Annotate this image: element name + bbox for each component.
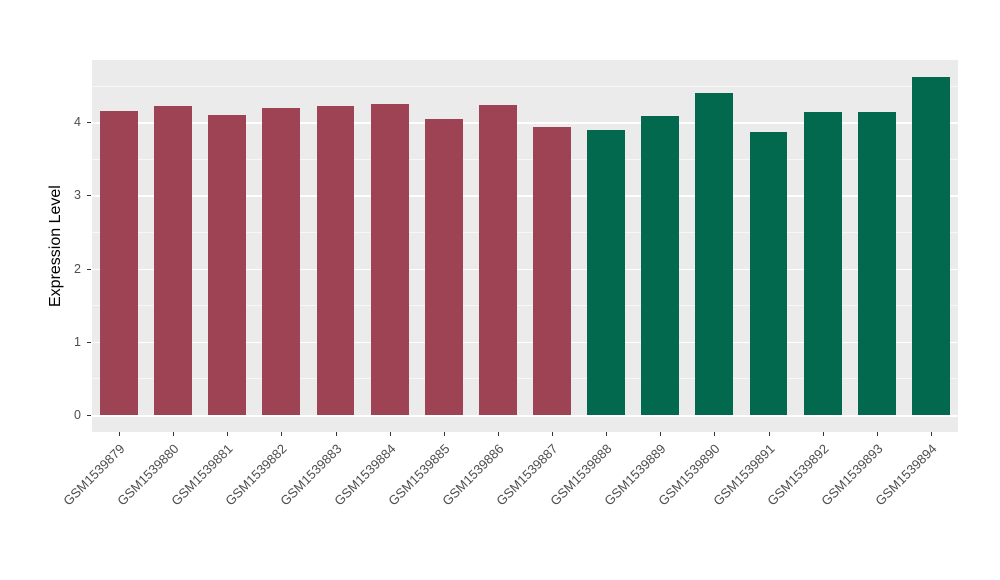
gridline-minor: [92, 305, 958, 306]
x-axis-tick-mark: [768, 432, 770, 436]
bar: [424, 118, 463, 415]
bar: [370, 103, 409, 415]
gridline-minor: [92, 85, 958, 87]
bar: [695, 92, 734, 415]
x-tick-label: GSM1539892: [763, 441, 832, 509]
x-tick-label: GSM1539890: [655, 441, 724, 509]
bar: [857, 111, 896, 415]
x-tick-label: GSM1539886: [439, 441, 507, 509]
bar: [641, 116, 680, 415]
x-axis-tick-mark: [552, 432, 554, 436]
x-axis-tick-mark: [660, 432, 662, 436]
x-tick-label: GSM1539891: [709, 441, 778, 509]
bar: [478, 105, 517, 415]
y-tick-label: 3: [74, 188, 81, 203]
x-tick-label: GSM1539893: [818, 441, 886, 509]
x-axis-tick-mark: [389, 432, 391, 436]
x-axis-tick-mark: [335, 432, 337, 436]
gridline-major: [92, 122, 958, 124]
bar: [154, 106, 193, 415]
x-tick-label: GSM1539879: [60, 441, 128, 509]
y-axis-tick-mark: [87, 415, 91, 416]
x-axis-tick-mark: [606, 432, 608, 436]
x-tick-label: GSM1539882: [222, 441, 291, 509]
x-tick-label: GSM1539883: [276, 441, 345, 509]
x-axis-tick-mark: [822, 432, 824, 436]
x-tick-label: GSM1539884: [330, 441, 399, 509]
y-tick-label: 0: [74, 408, 81, 422]
y-tick-label: 1: [74, 334, 81, 349]
y-axis-tick-mark: [87, 195, 91, 197]
x-tick-label: GSM1539894: [872, 441, 940, 509]
bar: [316, 106, 355, 415]
bar: [533, 127, 571, 415]
y-tick-label: 2: [74, 261, 81, 276]
x-axis-tick-mark: [497, 432, 499, 436]
bar: [911, 76, 950, 415]
bar: [100, 111, 138, 415]
bar: [262, 108, 301, 415]
x-tick-label: GSM1539887: [493, 441, 561, 509]
bar: [587, 129, 626, 415]
y-axis-tick-mark: [87, 122, 91, 124]
x-axis-tick-mark: [119, 432, 121, 436]
x-tick-label: GSM1539885: [385, 441, 453, 509]
y-tick-label: 4: [74, 115, 81, 130]
gridline-minor: [92, 158, 958, 160]
y-axis-tick-mark: [87, 268, 91, 270]
x-axis-tick-mark: [281, 432, 283, 436]
x-axis-tick-mark: [930, 432, 932, 436]
x-tick-label: GSM1539889: [601, 441, 669, 509]
gridline-major: [92, 268, 958, 271]
bar: [803, 111, 842, 415]
bar: [208, 114, 247, 415]
x-tick-label: GSM1539880: [114, 441, 182, 509]
plot-panel: [92, 60, 958, 432]
gridline-minor: [92, 378, 958, 380]
gridline-major: [92, 195, 958, 197]
x-axis-tick-mark: [443, 432, 445, 436]
y-axis-tick-mark: [87, 341, 91, 343]
gridline-major: [92, 415, 958, 417]
x-axis-tick-mark: [173, 432, 175, 436]
x-axis-tick-mark: [876, 432, 878, 436]
x-tick-label: GSM1539881: [168, 441, 236, 509]
x-tick-label: GSM1539888: [547, 441, 615, 509]
bar: [749, 132, 788, 415]
gridline-minor: [92, 232, 958, 233]
x-axis-tick-mark: [227, 432, 229, 436]
x-axis-tick-mark: [714, 432, 716, 436]
gridline-major: [92, 341, 958, 344]
